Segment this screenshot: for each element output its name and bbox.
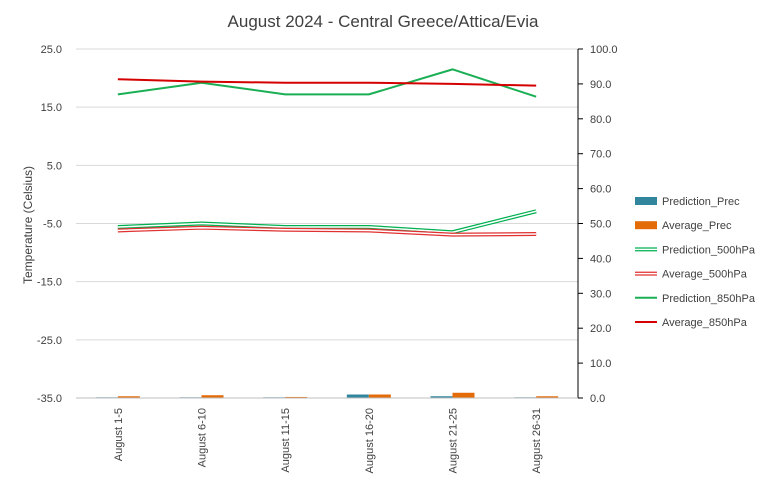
legend-label-average-500hpa: Average_500hPa xyxy=(662,269,748,281)
legend: Prediction_Prec Average_Prec Prediction_50… xyxy=(635,196,756,329)
y-left-tick-label: -5.0 xyxy=(43,219,62,231)
y-right-tick-label: 60.0 xyxy=(590,184,611,196)
x-tick-label: August 16-20 xyxy=(364,408,376,473)
y-right-tick-label: 70.0 xyxy=(590,149,611,161)
line-average-850hpa xyxy=(117,78,537,87)
y-left-tick-label: 25.0 xyxy=(41,44,62,56)
bar-prediction-prec xyxy=(346,394,369,398)
line-prediction-500hpa-inner xyxy=(117,210,537,233)
bar-average-prec xyxy=(117,396,140,398)
legend-label-prediction-prec: Prediction_Prec xyxy=(662,196,740,208)
x-tick-label: August 21-25 xyxy=(448,408,460,473)
y-right-tick-label: 50.0 xyxy=(590,219,611,231)
gridlines xyxy=(76,48,578,341)
x-tick-label: August 1-5 xyxy=(113,408,125,461)
bar-average-prec xyxy=(452,392,475,398)
legend-swatch-average-prec xyxy=(635,221,657,230)
y-right-tick-label: 20.0 xyxy=(590,323,611,335)
y-right-tick-label: 90.0 xyxy=(590,79,611,91)
y-left-tick-label: 15.0 xyxy=(41,102,62,114)
line-average-500hpa-inner xyxy=(117,226,537,236)
legend-label-average-prec: Average_Prec xyxy=(662,220,732,232)
y-right-tick-label: 30.0 xyxy=(590,288,611,300)
y-left-tick-label: 5.0 xyxy=(47,160,62,172)
y-left-tick-label: -15.0 xyxy=(37,277,62,289)
y-right-tick-label: 100.0 xyxy=(590,44,618,56)
x-tick-label: August 6-10 xyxy=(197,408,209,467)
y-axis-title: Temperature (Celsius) xyxy=(21,166,35,284)
bar-prediction-prec xyxy=(430,396,453,398)
legend-label-prediction-500hpa: Prediction_500hPa xyxy=(662,244,756,256)
bar-series-group xyxy=(95,392,559,398)
bar-average-prec xyxy=(201,395,224,398)
y-left-tick-label: -25.0 xyxy=(37,335,62,347)
legend-label-average-850hpa: Average_850hPa xyxy=(662,317,748,329)
x-tick-label: August 26-31 xyxy=(531,408,543,473)
axes: 25.0 15.0 5.0 -5.0 -15.0 -25.0 -35.0 100.0 90.0 8… xyxy=(37,44,618,473)
line-prediction-850hpa xyxy=(117,68,537,98)
y-right-tick-label: 0.0 xyxy=(590,393,605,405)
bar-average-prec xyxy=(285,396,308,398)
bar-average-prec xyxy=(368,394,391,398)
chart-title: August 2024 - Central Greece/Attica/Evia xyxy=(228,12,539,31)
bar-average-prec xyxy=(536,396,559,398)
legend-label-prediction-850hpa: Prediction_850hPa xyxy=(662,293,756,305)
x-tick-label: August 11-15 xyxy=(280,408,292,473)
y-left-tick-label: -35.0 xyxy=(37,393,62,405)
y-right-tick-label: 40.0 xyxy=(590,253,611,265)
line-series-group xyxy=(117,68,537,237)
legend-swatch-prediction-prec xyxy=(635,197,657,205)
y-right-tick-label: 10.0 xyxy=(590,358,611,370)
y-right-tick-label: 80.0 xyxy=(590,114,611,126)
